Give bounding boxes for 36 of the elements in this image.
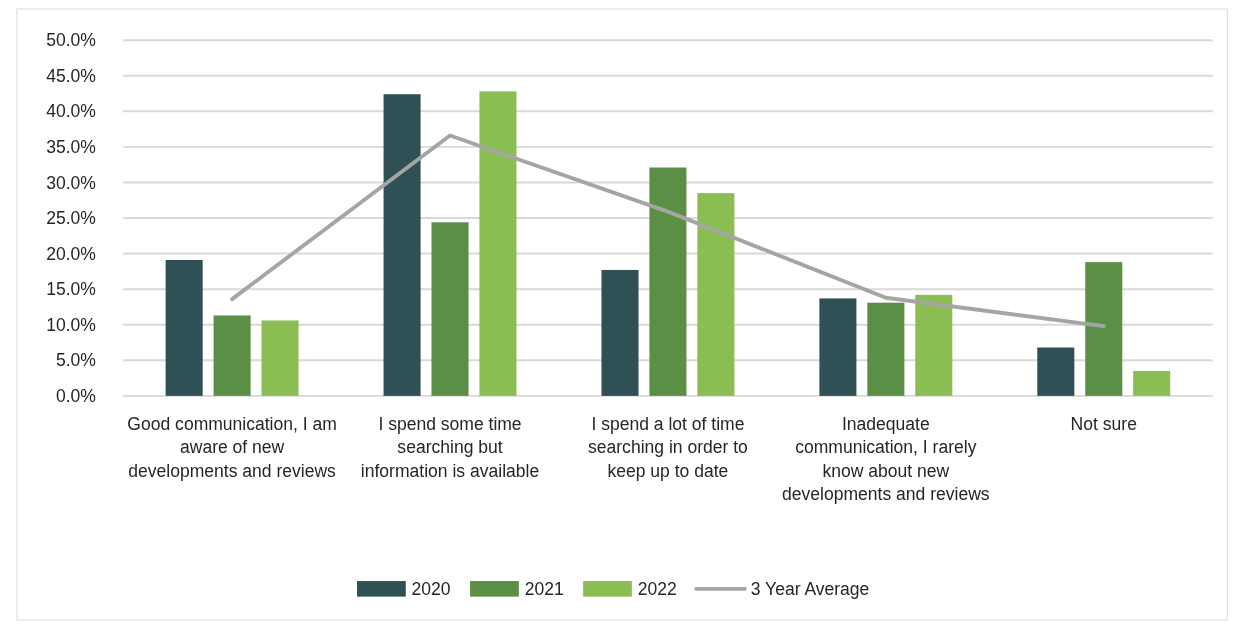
bar (601, 269, 639, 396)
y-tick-label: 35.0% (46, 137, 96, 158)
bar (915, 294, 953, 396)
y-tick-label: 45.0% (46, 65, 96, 86)
y-tick-label: 20.0% (46, 243, 96, 264)
bar (261, 320, 299, 396)
x-tick-label: Not sure (1070, 413, 1137, 434)
bar (213, 315, 251, 396)
x-tick-label: Good communication, I am aware of new developments and reviews (127, 413, 337, 481)
y-tick-label: 30.0% (46, 172, 96, 193)
bar (431, 222, 469, 396)
bar (479, 91, 517, 396)
legend-label: 2022 (637, 578, 677, 599)
bar (867, 302, 905, 396)
bar (383, 94, 421, 396)
bar (1037, 347, 1075, 396)
y-tick-label: 10.0% (46, 314, 96, 335)
bar (649, 167, 687, 396)
legend-label: 2020 (411, 578, 451, 599)
legend-label: 2021 (524, 578, 564, 599)
y-tick-label: 40.0% (46, 101, 96, 122)
y-tick-label: 25.0% (46, 208, 96, 229)
x-tick-label: I spend some time searching but information is available (360, 413, 540, 481)
y-tick-label: 50.0% (46, 30, 96, 51)
y-tick-label: 0.0% (55, 386, 96, 407)
bar (697, 193, 735, 396)
x-tick-label: Inadequate communication, I rarely know about new developments and reviews (782, 413, 990, 505)
x-tick-label: I spend a lot of time searching in order to keep up to date (588, 413, 749, 481)
bar (1133, 370, 1171, 396)
line-series (230, 133, 1106, 329)
bar (165, 259, 203, 396)
bar (819, 298, 857, 396)
y-tick-label: 15.0% (46, 279, 96, 300)
bar (1085, 262, 1123, 396)
y-tick-label: 5.0% (55, 350, 96, 371)
legend-label: 3 Year Average (750, 578, 870, 599)
